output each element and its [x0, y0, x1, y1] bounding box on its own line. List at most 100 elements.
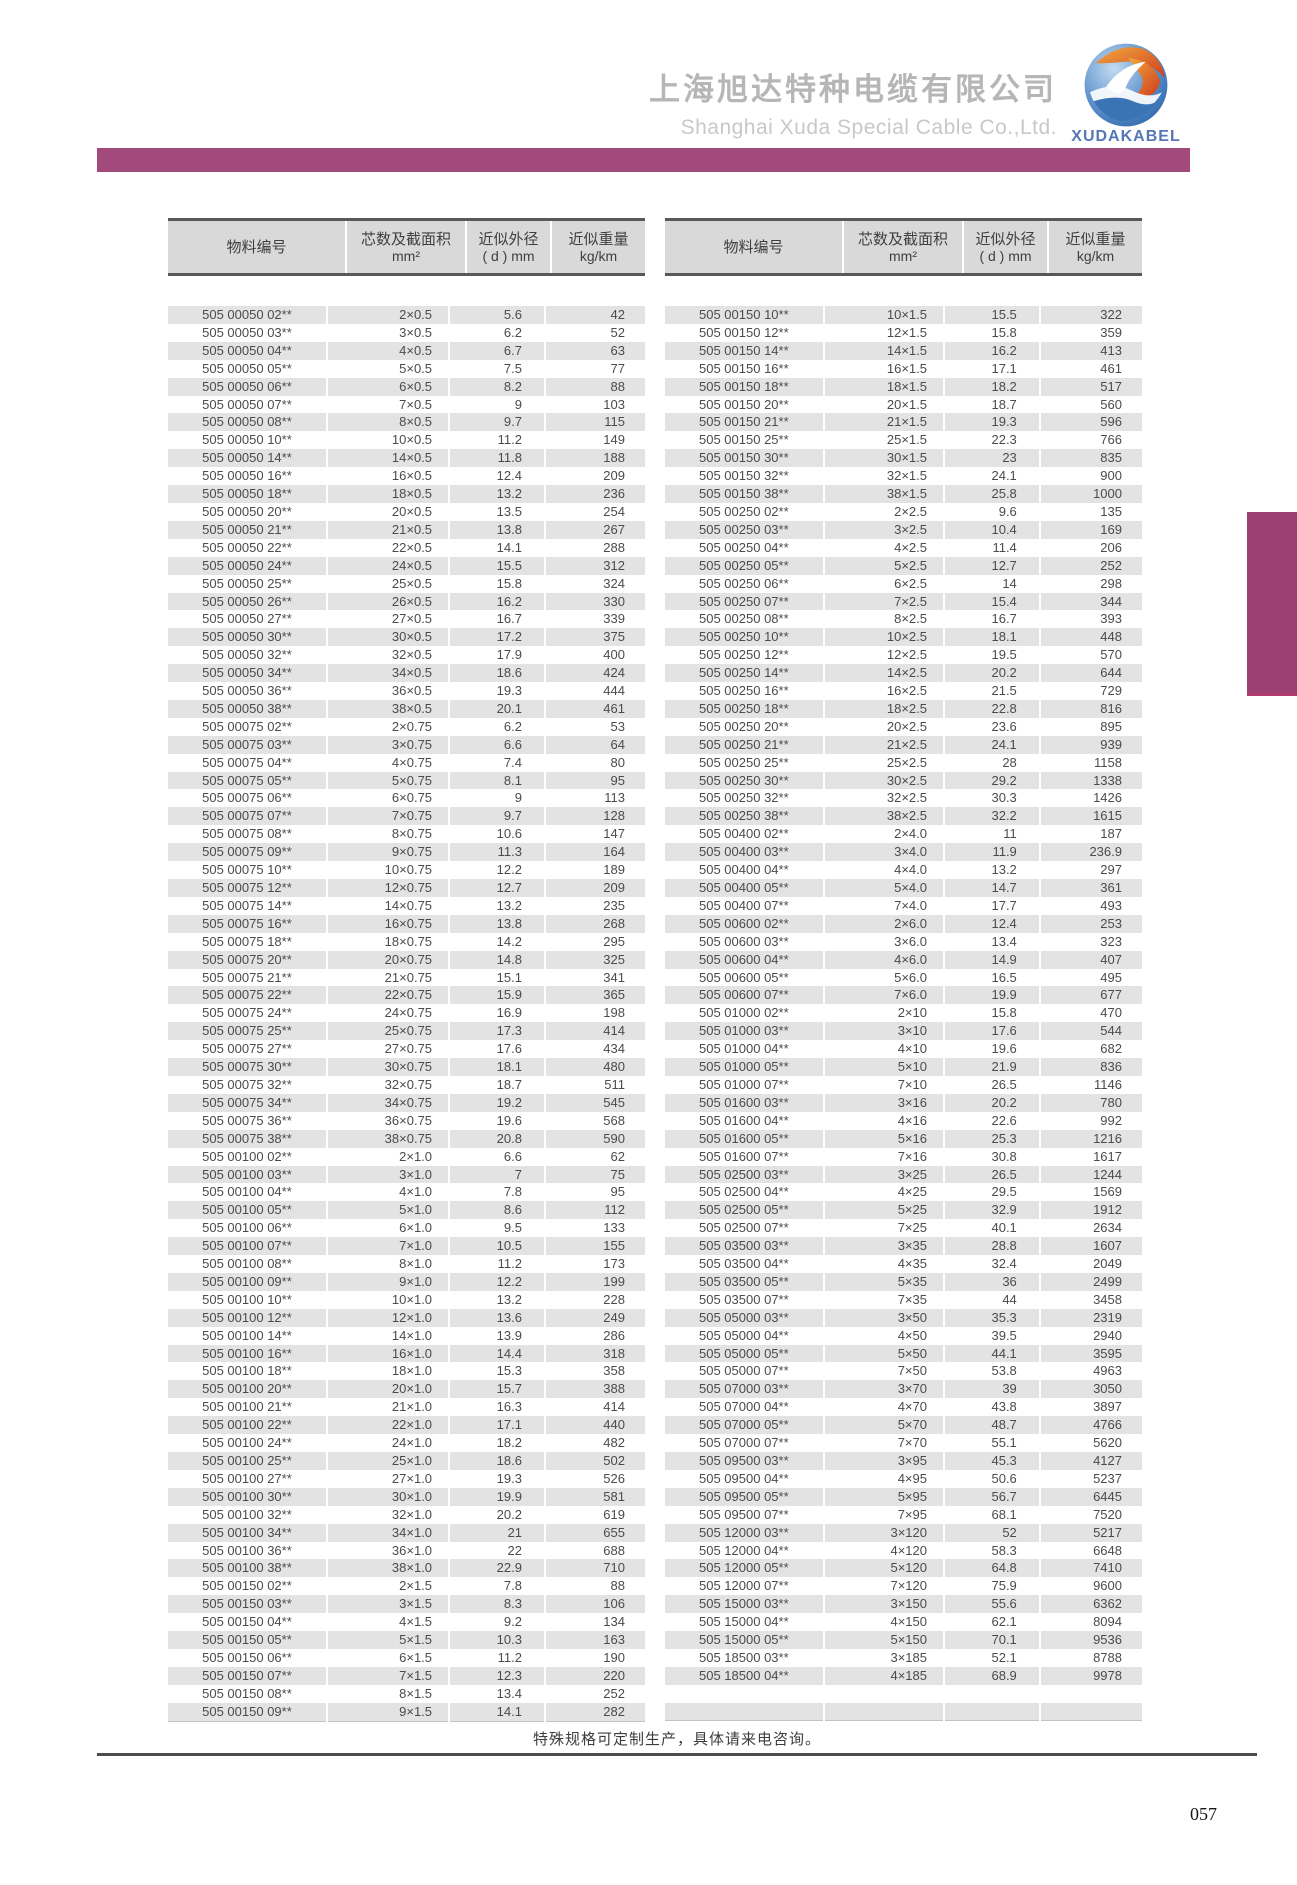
table-cell: 2940: [1038, 1326, 1142, 1345]
table-cell: 52: [943, 1523, 1040, 1542]
table-cell: 7×2.5: [822, 592, 944, 611]
table-cell: 444: [543, 682, 645, 700]
table-cell: 17.1: [943, 359, 1040, 378]
table-cell: 17.6: [448, 1040, 545, 1059]
table-cell: 505 00075 21**: [202, 969, 292, 985]
table-row: 505 00100 16** 16×1.0 14.4 318: [168, 1344, 645, 1363]
table-cell: 505 12000 04**: [699, 1542, 789, 1558]
table-cell: 64: [543, 735, 645, 754]
table-cell: 19.3: [943, 413, 1040, 432]
col-header-material: 物料编号: [723, 238, 784, 256]
table-cell: 9: [448, 789, 545, 808]
table-cell: 10×1.0: [325, 1290, 450, 1309]
table-row: 505 00250 25** 25×2.5 28 1158: [665, 753, 1142, 772]
table-cell: 505 00075 27**: [202, 1041, 292, 1057]
table-cell: 9: [448, 395, 545, 414]
table-cell: 295: [543, 932, 645, 951]
table-cell: 2×2.5: [822, 502, 944, 521]
table-cell: 7×0.75: [325, 807, 450, 826]
table-row: 505 00100 22** 22×1.0 17.1 440: [168, 1416, 645, 1435]
table-cell: 5×4.0: [822, 879, 944, 897]
table-row: 505 01600 05** 5×16 25.3 1216: [665, 1129, 1142, 1148]
table-cell: 7×35: [822, 1290, 944, 1309]
table-cell: 8.3: [448, 1595, 545, 1614]
table-row: 505 00050 20** 20×0.5 13.5 254: [168, 502, 645, 521]
table-cell: 24×0.75: [325, 1004, 450, 1023]
table-cell: 10×1.5: [822, 306, 944, 324]
table-cell: 505 00600 02**: [699, 915, 789, 931]
table-cell: 505 00075 18**: [202, 933, 292, 949]
table-cell: 15.5: [943, 306, 1040, 324]
table-cell: 268: [543, 914, 645, 933]
table-cell: 505 00250 07**: [699, 593, 789, 609]
table-cell: 505 00400 03**: [699, 844, 789, 860]
table-row: 505 00075 06** 6×0.75 9 113: [168, 789, 645, 808]
table-cell: 19.3: [448, 1469, 545, 1488]
table-cell: 77: [543, 359, 645, 378]
table-cell: 505 00100 18**: [202, 1363, 292, 1379]
table-cell: 414: [543, 1022, 645, 1041]
table-cell: 505 00250 08**: [699, 611, 789, 627]
table-cell: 505 00100 06**: [202, 1220, 292, 1236]
table-cell: 25×0.5: [325, 574, 450, 593]
table-row: 505 00050 26** 26×0.5 16.2 330: [168, 592, 645, 611]
table-cell: 21.5: [943, 682, 1040, 700]
table-cell: 5×50: [822, 1344, 944, 1363]
table-cell: 11.9: [943, 843, 1040, 862]
table-cell: 8×0.5: [325, 413, 450, 432]
table-cell: 505 07000 04**: [699, 1399, 789, 1415]
table-cell: 505 00150 16**: [699, 360, 789, 376]
table-cell: 13.6: [448, 1308, 545, 1327]
table-cell: 34×0.5: [325, 664, 450, 683]
table-cell: 505 00050 18**: [202, 486, 292, 502]
table-cell: 4×70: [822, 1398, 944, 1417]
table-cell: 505 00250 18**: [699, 700, 789, 716]
table-cell: 42: [543, 306, 645, 324]
table-row: 505 07000 07** 7×70 55.1 5620: [665, 1434, 1142, 1452]
table-cell: 4×0.5: [325, 341, 450, 360]
table-cell: 13.2: [448, 1290, 545, 1309]
table-cell: 18×2.5: [822, 699, 944, 718]
table-cell: 434: [543, 1040, 645, 1059]
table-cell: 505 00100 10**: [202, 1291, 292, 1307]
table-row: 505 00250 05** 5×2.5 12.7 252: [665, 556, 1142, 575]
table-cell: 10.3: [448, 1631, 545, 1649]
table-cell: 511: [543, 1075, 645, 1094]
table-cell: 5×0.5: [325, 359, 450, 378]
table-cell: 12×1.0: [325, 1308, 450, 1327]
table-row: 505 07000 05** 5×70 48.7 4766: [665, 1416, 1142, 1435]
table-cell: 505 00050 36**: [202, 683, 292, 699]
table-cell: 4×120: [822, 1541, 944, 1560]
table-cell: 4×1.5: [325, 1613, 450, 1632]
table-row: 505 00050 14** 14×0.5 11.8 188: [168, 449, 645, 468]
table-cell: 7×95: [822, 1505, 944, 1524]
table-cell: 64.8: [943, 1559, 1040, 1578]
table-cell: 895: [1038, 717, 1142, 736]
table-cell: 505 00100 32**: [202, 1506, 292, 1522]
table-cell: 18.7: [943, 395, 1040, 414]
table-cell: 187: [1038, 825, 1142, 844]
table-cell: 9.2: [448, 1613, 545, 1632]
table-cell: 112: [543, 1201, 645, 1220]
table-cell: 505 00050 38**: [202, 700, 292, 716]
table-cell: 12.7: [448, 879, 545, 897]
table-cell: 505 00050 26**: [202, 593, 292, 609]
table-cell: 6×0.75: [325, 789, 450, 808]
table-cell: 14.8: [448, 950, 545, 969]
table-cell: 505 01000 05**: [699, 1059, 789, 1075]
table-cell: 939: [1038, 735, 1142, 754]
table-cell: 6×0.5: [325, 377, 450, 396]
accent-bar: [97, 148, 1190, 172]
table-cell: 9.5: [448, 1219, 545, 1238]
table-row: [665, 1702, 1142, 1721]
table-cell: 128: [543, 807, 645, 826]
table-row: 505 01000 02** 2×10 15.8 470: [665, 1004, 1142, 1023]
table-cell: 3×25: [822, 1165, 944, 1184]
table-cell: 505 00075 22**: [202, 987, 292, 1003]
table-cell: 505 00250 30**: [699, 772, 789, 788]
table-cell: 505 03500 05**: [699, 1273, 789, 1289]
table-cell: 505 00075 14**: [202, 897, 292, 913]
table-row: 505 00050 02** 2×0.5 5.6 42: [168, 306, 645, 324]
table-cell: 6×1.5: [325, 1648, 450, 1667]
